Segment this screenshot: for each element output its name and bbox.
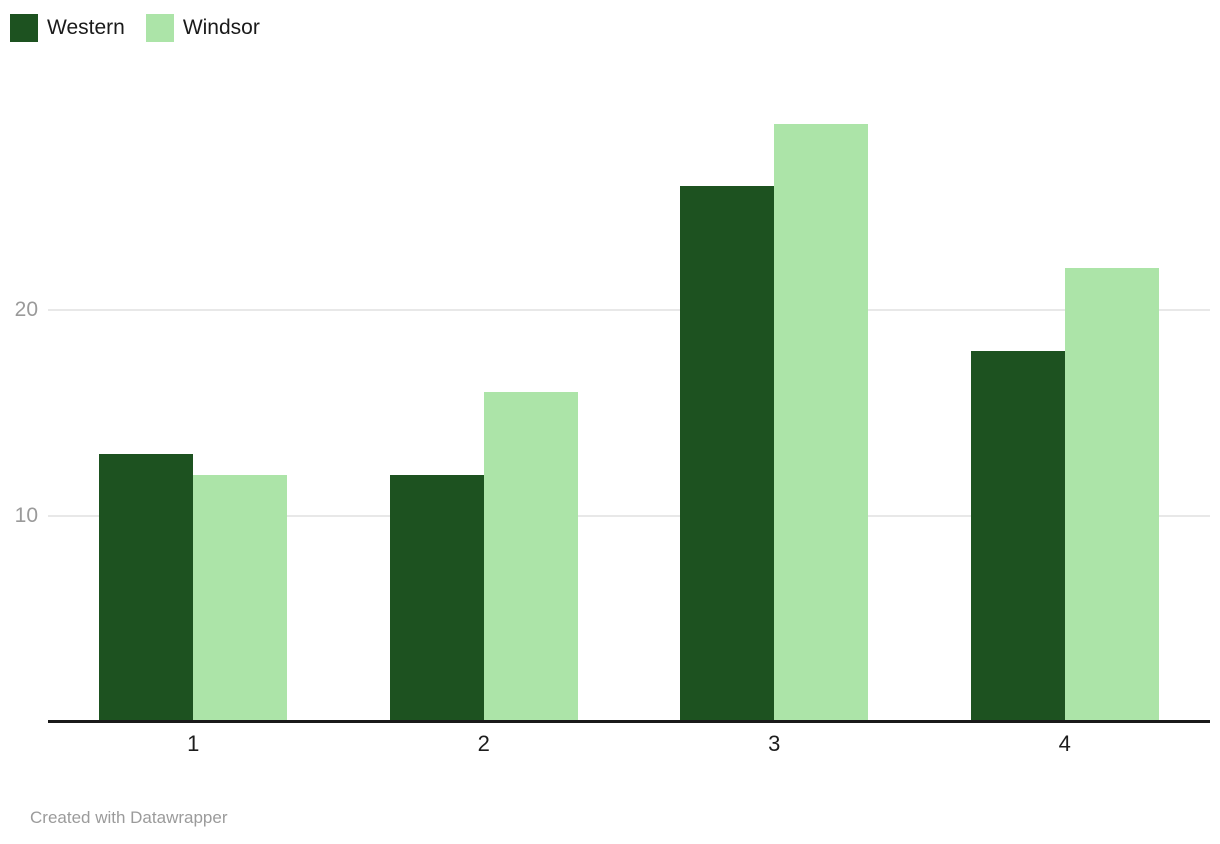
bar-western-1[interactable] xyxy=(99,453,194,722)
bar-western-2[interactable] xyxy=(389,474,484,722)
footer-credit-link[interactable]: Created with Datawrapper xyxy=(30,808,228,827)
y-axis-tick-label: 10 xyxy=(14,503,38,527)
legend-swatch-windsor xyxy=(145,14,174,42)
bar-western-4[interactable] xyxy=(970,350,1065,722)
y-axis-tick-label: 20 xyxy=(14,297,38,321)
legend-label: Western xyxy=(47,16,125,39)
legend-label: Windsor xyxy=(182,16,260,39)
x-axis-tick-label: 3 xyxy=(768,731,781,756)
bar-western-3[interactable] xyxy=(680,185,775,722)
bar-windsor-1[interactable] xyxy=(193,474,288,722)
legend-item-western: Western xyxy=(10,14,125,42)
legend-swatch-western xyxy=(10,14,38,42)
bar-windsor-3[interactable] xyxy=(774,123,869,722)
legend-item-windsor: Windsor xyxy=(145,14,260,42)
legend: Western Windsor xyxy=(10,14,260,42)
gridline xyxy=(48,514,1210,517)
bar-windsor-2[interactable] xyxy=(483,392,578,722)
x-axis-tick-label: 4 xyxy=(1058,731,1071,756)
x-axis-tick-label: 1 xyxy=(187,731,200,756)
gridline xyxy=(48,308,1210,311)
bar-windsor-4[interactable] xyxy=(1064,268,1159,722)
x-axis-line xyxy=(48,720,1210,723)
x-axis-tick-label: 2 xyxy=(477,731,490,756)
